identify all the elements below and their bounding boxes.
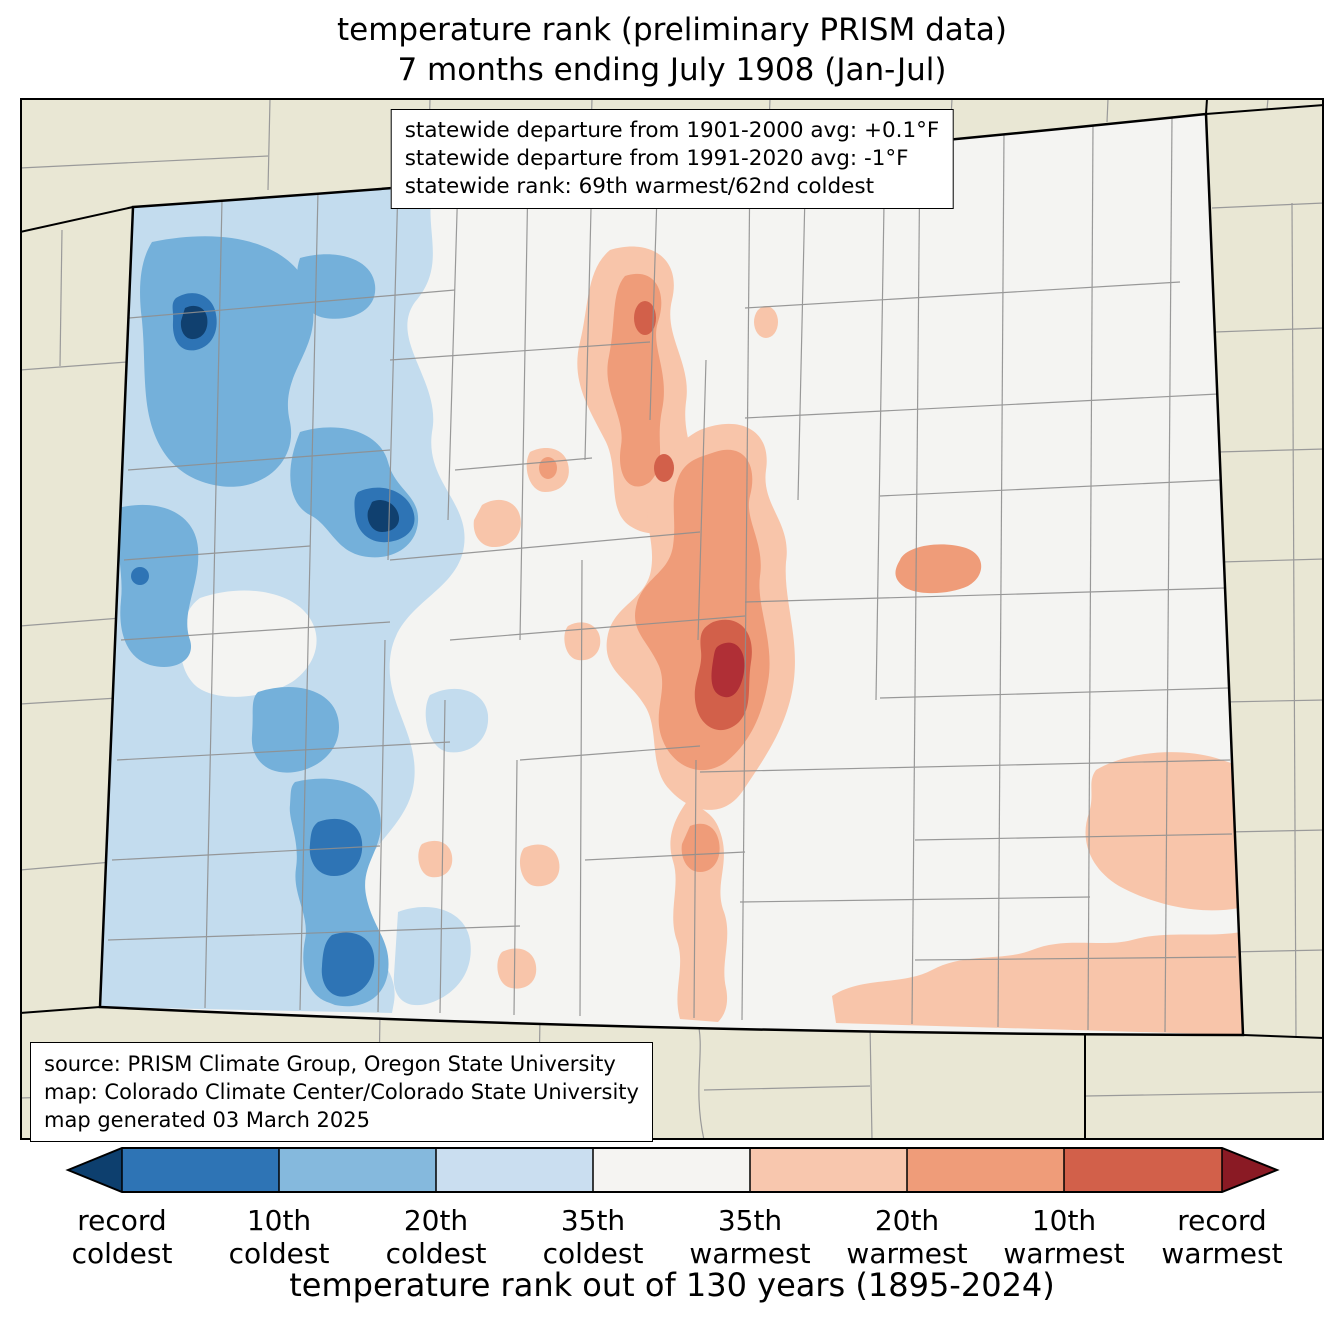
colorbar-segment-2 — [279, 1148, 436, 1192]
colorbar-segment-6 — [907, 1148, 1064, 1192]
legend-line: 35th — [560, 1204, 626, 1237]
colorbar-arrow-record-coldest — [68, 1148, 122, 1192]
statewide-stats-box: statewide departure from 1901-2000 avg: … — [390, 109, 954, 209]
legend-label-20th-coldest: 20th coldest — [386, 1204, 487, 1270]
stats-line-2: statewide departure from 1991-2020 avg: … — [404, 146, 909, 171]
legend-label-35th-warmest: 35th warmest — [689, 1204, 810, 1270]
colorbar-segment-4 — [593, 1148, 750, 1192]
legend-line: 20th — [403, 1204, 469, 1237]
colorbar-caption: temperature rank out of 130 years (1895-… — [289, 1266, 1055, 1304]
legend-line: 20th — [874, 1204, 940, 1237]
colorbar-segment-7 — [1064, 1148, 1222, 1192]
colorado-county-lines — [107, 116, 1237, 1033]
figure-title: temperature rank (preliminary PRISM data… — [0, 10, 1344, 90]
legend-line: 10th — [1031, 1204, 1097, 1237]
source-line-1: source: PRISM Climate Group, Oregon Stat… — [44, 1052, 616, 1076]
stats-line-3: statewide rank: 69th warmest/62nd coldes… — [404, 174, 875, 199]
colorbar-boundary-ticks — [121, 1148, 1223, 1192]
legend-line: warmest — [1003, 1237, 1125, 1270]
legend-line: warmest — [689, 1237, 811, 1270]
record-warmest-spot — [711, 642, 745, 698]
colorbar-segment-3 — [436, 1148, 593, 1192]
legend-line: coldest — [228, 1237, 330, 1270]
record-coldest-spots — [180, 305, 400, 532]
source-line-3: map generated 03 March 2025 — [44, 1108, 371, 1132]
legend-line: warmest — [846, 1237, 968, 1270]
legend-label-10th-warmest: 10th warmest — [1003, 1204, 1124, 1270]
colorbar-outline — [65, 1147, 1280, 1193]
legend-line: coldest — [385, 1237, 487, 1270]
near-normal-hole — [180, 590, 317, 697]
legend-line: warmest — [1161, 1237, 1283, 1270]
legend-line: coldest — [71, 1237, 173, 1270]
map-area: statewide departure from 1901-2000 avg: … — [20, 98, 1324, 1142]
legend-label-10th-coldest: 10th coldest — [229, 1204, 330, 1270]
legend-line: coldest — [542, 1237, 644, 1270]
source-box: source: PRISM Climate Group, Oregon Stat… — [30, 1042, 653, 1142]
legend-line: record — [77, 1204, 167, 1237]
legend-label-record-coldest: record coldest — [72, 1204, 173, 1270]
legend-line: record — [1177, 1204, 1267, 1237]
legend-label-20th-warmest: 20th warmest — [846, 1204, 967, 1270]
title-line-1: temperature rank (preliminary PRISM data… — [336, 12, 1007, 48]
colorbar — [65, 1147, 1280, 1193]
title-line-2: 7 months ending July 1908 (Jan-Jul) — [397, 52, 947, 88]
source-line-2: map: Colorado Climate Center/Colorado St… — [44, 1080, 639, 1104]
colorbar-segment-1 — [122, 1148, 279, 1192]
map-frame — [20, 98, 1324, 1140]
colorado-map-svg — [20, 98, 1324, 1140]
stats-line-1: statewide departure from 1901-2000 avg: … — [404, 118, 940, 143]
legend-label-35th-coldest: 35th coldest — [543, 1204, 644, 1270]
legend-label-record-warmest: record warmest — [1161, 1204, 1282, 1270]
cold-record-10th-regions — [131, 293, 415, 997]
legend-line: 35th — [717, 1204, 783, 1237]
neighbor-state-lines — [20, 98, 1324, 1140]
colorbar-arrow-record-warmest — [1222, 1148, 1277, 1192]
legend-line: 10th — [246, 1204, 312, 1237]
colorbar-segment-5 — [750, 1148, 907, 1192]
